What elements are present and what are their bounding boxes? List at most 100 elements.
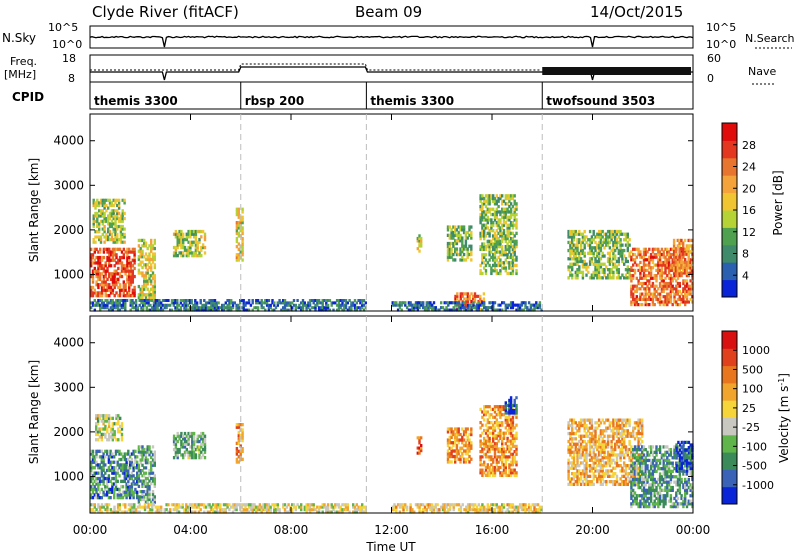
power-cell <box>585 268 588 272</box>
power-cell <box>189 235 192 239</box>
power-cell <box>182 240 185 244</box>
power-cell <box>187 240 190 244</box>
power-cell <box>109 301 113 305</box>
power-cell <box>99 294 102 298</box>
power-cell <box>527 301 531 305</box>
power-cell <box>103 240 106 244</box>
velocity-cell <box>405 505 409 509</box>
velocity-cell <box>150 471 153 475</box>
power-cell <box>95 274 98 279</box>
power-cell <box>461 236 464 240</box>
power-cell <box>456 294 459 298</box>
velocity-cell <box>515 423 518 427</box>
velocity-cell <box>423 508 427 512</box>
velocity-cell <box>105 493 109 497</box>
velocity-cell <box>265 510 269 514</box>
velocity-cell <box>508 510 511 514</box>
power-cell <box>461 225 464 229</box>
power-cell <box>497 250 500 254</box>
velocity-cell <box>114 466 118 470</box>
velocity-cell <box>501 503 504 507</box>
power-cell <box>117 285 120 290</box>
velocity-cell <box>200 431 203 436</box>
velocity-cell <box>470 427 473 431</box>
power-cell <box>396 303 400 307</box>
power-cell <box>93 266 96 271</box>
power-cell <box>99 219 103 223</box>
power-cell <box>148 252 151 256</box>
power-cell <box>139 260 142 264</box>
velocity-cell <box>497 426 500 430</box>
power-cell <box>440 301 443 305</box>
velocity-cell <box>398 510 402 514</box>
power-cell <box>682 247 685 251</box>
velocity-cell <box>150 450 153 454</box>
power-cell <box>110 203 114 208</box>
velocity-cell <box>462 438 466 442</box>
power-cell <box>497 221 500 225</box>
velocity-cell <box>104 435 107 439</box>
power-cell <box>506 202 509 206</box>
power-cell <box>108 222 112 226</box>
velocity-cell <box>141 474 144 478</box>
velocity-cell <box>121 466 125 470</box>
power-cell <box>569 229 572 234</box>
power-cell <box>594 265 597 269</box>
power-cell <box>499 242 502 246</box>
power-cell <box>637 279 640 283</box>
power-cell <box>470 252 473 257</box>
velocity-cell <box>569 466 572 470</box>
velocity-cell <box>488 413 491 417</box>
power-cell <box>118 294 122 298</box>
power-cell <box>454 303 457 307</box>
velocity-cell <box>219 508 222 512</box>
power-cell <box>113 294 116 298</box>
power-cell <box>597 254 601 258</box>
power-cell <box>671 260 674 265</box>
power-cell <box>664 260 667 265</box>
velocity-cell <box>578 439 581 444</box>
power-cell <box>501 253 504 257</box>
power-cell <box>100 299 104 302</box>
velocity-cell <box>462 460 466 464</box>
power-cell <box>517 303 520 307</box>
power-cell <box>599 246 603 250</box>
power-cell <box>133 247 136 251</box>
velocity-cell <box>481 410 484 414</box>
power-cell <box>646 258 649 262</box>
velocity-cell <box>398 505 402 509</box>
velocity-cell <box>93 493 96 497</box>
power-cell <box>513 199 516 203</box>
velocity-cell <box>235 457 239 461</box>
velocity-cell <box>130 474 134 478</box>
power-cell <box>241 258 244 262</box>
power-cell <box>689 260 692 264</box>
power-cell <box>601 251 604 255</box>
power-cell <box>97 277 100 281</box>
power-cell <box>499 263 502 268</box>
power-cell <box>411 306 414 310</box>
velocity-cell <box>479 468 482 472</box>
power-cell <box>655 289 658 293</box>
power-cell <box>148 265 151 270</box>
power-cell <box>497 218 500 222</box>
velocity-cell <box>95 463 98 467</box>
power-cell <box>479 247 482 251</box>
velocity-cell <box>325 505 328 509</box>
power-cell <box>178 235 181 239</box>
velocity-cell <box>192 439 196 444</box>
power-colorbar-tick-label: 28 <box>742 139 756 152</box>
power-cell <box>422 306 425 310</box>
power-cell <box>667 300 671 304</box>
velocity-cell <box>325 510 328 514</box>
velocity-cell <box>283 510 287 514</box>
velocity-cell <box>495 423 498 427</box>
power-cell <box>92 219 95 223</box>
power-cell <box>102 277 106 281</box>
power-cell <box>666 258 669 262</box>
power-cell <box>630 287 633 291</box>
power-cell <box>653 289 656 293</box>
power-cell <box>110 201 114 205</box>
power-cell <box>239 301 242 305</box>
power-cell <box>325 308 328 312</box>
